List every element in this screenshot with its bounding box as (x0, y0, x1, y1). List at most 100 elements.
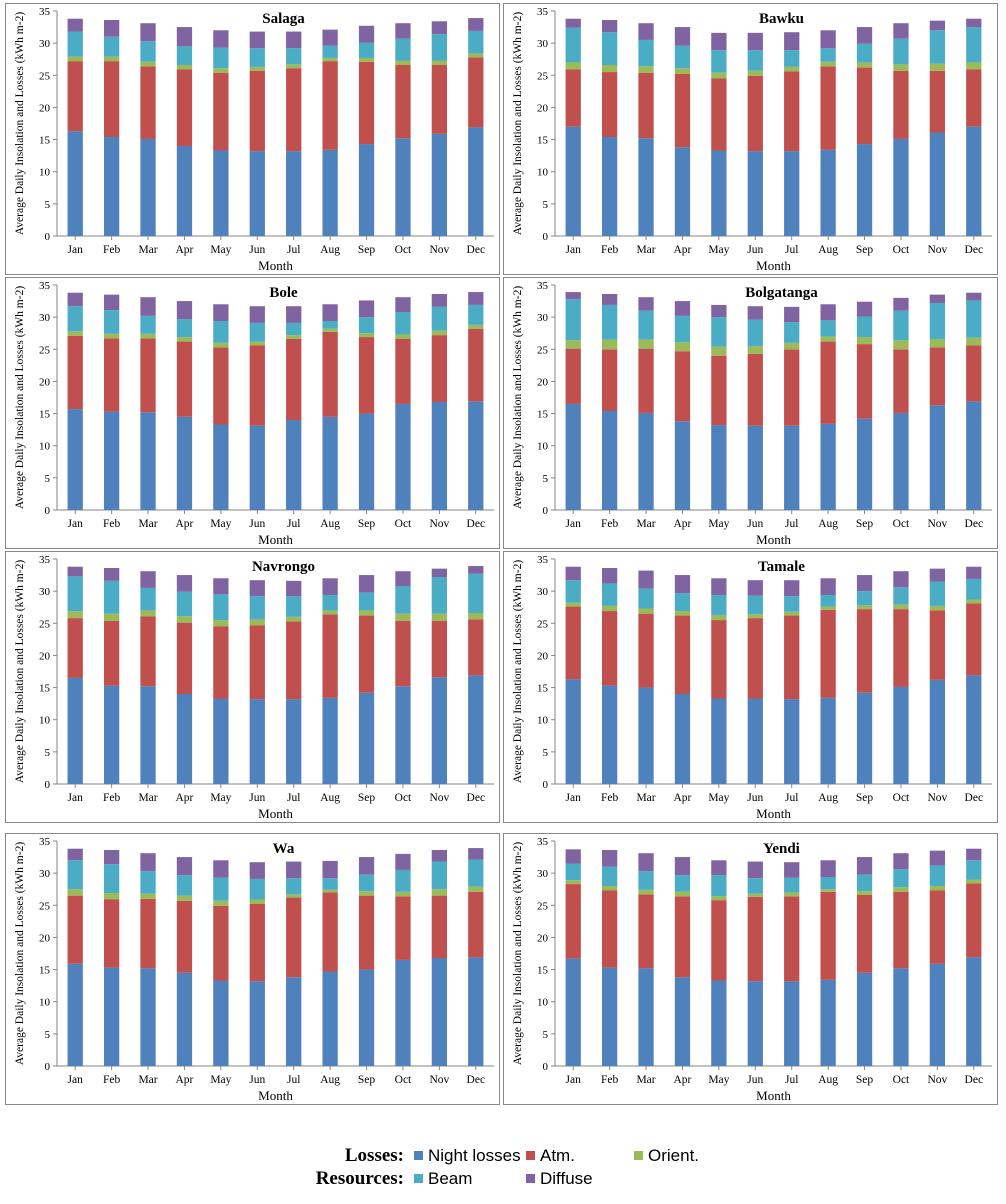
x-tick-label-bole-sep: Sep (358, 518, 376, 530)
bar-tamale-oct-night (893, 686, 909, 784)
bar-bolgatanga-nov-night (929, 405, 946, 510)
x-tick-label-salaga-oct: Oct (395, 244, 412, 256)
bar-bolgatanga-mar-night (638, 412, 654, 510)
bar-yendi-oct-orient (893, 887, 909, 892)
x-tick-label-navrongo-jul: Jul (287, 792, 300, 804)
bar-tamale-mar-beam (638, 588, 654, 609)
y-tick-label-bole-1: 5 (45, 473, 51, 485)
bar-wa-jan-night (67, 963, 83, 1066)
chart-title-yendi: Yendi (763, 841, 800, 857)
bar-bawku-aug-diffuse (820, 30, 836, 49)
x-tick-label-salaga-sep: Sep (358, 244, 376, 256)
y-tick-label-navrongo-2: 10 (39, 715, 51, 727)
legend-item-night: Night losses (414, 1144, 521, 1168)
bar-bole-may-diffuse (213, 304, 229, 321)
y-tick-label-tamale-4: 20 (537, 650, 549, 662)
bar-bawku-jun-atm (747, 75, 763, 152)
bar-wa-apr-beam (176, 875, 193, 896)
y-tick-label-bole-2: 10 (39, 441, 51, 453)
bar-bolgatanga-aug-beam (820, 320, 836, 337)
bar-bawku-oct-beam (893, 38, 909, 65)
bar-salaga-feb-diffuse (103, 20, 120, 37)
bar-navrongo-sep-night (358, 692, 375, 784)
bar-bawku-jan-atm (565, 69, 581, 127)
bar-bolgatanga-jun-atm (747, 353, 763, 426)
x-tick-label-bole-jul: Jul (287, 518, 300, 530)
bar-tamale-oct-beam (893, 587, 909, 605)
bar-navrongo-jun-beam (249, 596, 265, 620)
legend-label-beam: Beam (428, 1169, 473, 1188)
bar-bole-nov-diffuse (431, 294, 448, 307)
bar-bawku-mar-diffuse (638, 23, 654, 40)
bar-salaga-sep-diffuse (358, 25, 375, 43)
bar-salaga-jan-night (67, 131, 83, 236)
bar-bolgatanga-nov-beam (929, 303, 946, 339)
bar-bawku-may-diffuse (711, 32, 727, 51)
bar-navrongo-may-diffuse (213, 578, 229, 595)
bar-bolgatanga-apr-night (674, 421, 691, 510)
bar-tamale-feb-orient (601, 605, 618, 612)
bar-salaga-sep-atm (358, 61, 375, 145)
bar-salaga-dec-diffuse (468, 18, 484, 31)
x-tick-label-navrongo-sep: Sep (358, 792, 376, 804)
y-tick-label-bole-6: 30 (39, 312, 51, 324)
bar-navrongo-apr-beam (176, 591, 193, 617)
x-tick-label-bawku-nov: Nov (927, 244, 947, 256)
x-tick-label-bolgatanga-may: May (708, 518, 729, 530)
bar-salaga-aug-atm (322, 61, 338, 150)
bar-wa-may-beam (213, 877, 229, 901)
bar-bole-nov-night (431, 402, 448, 510)
bar-navrongo-dec-beam (468, 573, 484, 613)
bar-salaga-aug-diffuse (322, 29, 338, 46)
bar-navrongo-dec-diffuse (468, 566, 484, 574)
bar-salaga-feb-atm (103, 61, 120, 137)
bar-bolgatanga-dec-diffuse (966, 292, 982, 301)
bar-wa-feb-beam (103, 864, 120, 894)
bar-bolgatanga-aug-night (820, 423, 836, 510)
bar-bolgatanga-jul-atm (784, 349, 800, 426)
bar-wa-oct-diffuse (395, 853, 411, 870)
bar-bawku-nov-atm (929, 70, 946, 133)
bar-salaga-jan-orient (67, 56, 83, 62)
bar-bawku-mar-orient (638, 66, 654, 73)
bar-bolgatanga-oct-orient (893, 340, 909, 350)
x-axis-label-bawku: Month (756, 258, 791, 273)
legend-item-orient: Orient. (634, 1144, 699, 1168)
x-tick-label-tamale-mar: Mar (636, 792, 655, 804)
chart-title-navrongo: Navrongo (252, 559, 315, 575)
bar-bolgatanga-apr-atm (674, 351, 691, 422)
bar-tamale-nov-beam (929, 581, 946, 606)
bar-wa-aug-beam (322, 878, 338, 890)
bar-navrongo-feb-atm (103, 620, 120, 686)
bar-yendi-jan-beam (565, 863, 581, 881)
bar-salaga-nov-atm (431, 65, 448, 134)
chart-title-salaga: Salaga (262, 11, 305, 27)
bar-bolgatanga-mar-orient (638, 339, 654, 349)
bar-salaga-jul-night (286, 151, 302, 236)
y-axis-label-bole: Average Daily Insolation and Losses (kWh… (14, 286, 26, 510)
legend-swatch-diffuse (526, 1174, 535, 1183)
bar-tamale-dec-diffuse (966, 566, 982, 579)
bar-navrongo-nov-beam (431, 577, 448, 614)
bar-yendi-may-beam (711, 875, 727, 897)
y-tick-label-tamale-7: 35 (537, 554, 549, 566)
bar-tamale-dec-orient (966, 599, 982, 604)
y-tick-label-navrongo-1: 5 (45, 747, 51, 759)
x-axis-label-navrongo: Month (258, 806, 293, 821)
bar-bolgatanga-jul-night (784, 425, 800, 510)
bar-bolgatanga-feb-beam (601, 304, 618, 340)
x-tick-label-bawku-sep: Sep (856, 244, 874, 256)
bar-bawku-feb-beam (601, 32, 618, 65)
bar-bole-nov-orient (431, 330, 448, 336)
bar-bole-apr-beam (176, 319, 193, 338)
bar-navrongo-sep-orient (358, 610, 375, 616)
bar-bawku-jul-night (784, 151, 800, 236)
bar-tamale-aug-beam (820, 595, 836, 607)
bar-bawku-may-orient (711, 72, 727, 79)
bar-navrongo-apr-orient (176, 616, 193, 623)
bar-wa-jun-diffuse (249, 862, 265, 879)
bar-salaga-may-diffuse (213, 30, 229, 48)
bar-bole-feb-night (103, 411, 120, 510)
bar-tamale-jun-orient (747, 614, 763, 619)
bar-tamale-jan-orient (565, 602, 581, 607)
